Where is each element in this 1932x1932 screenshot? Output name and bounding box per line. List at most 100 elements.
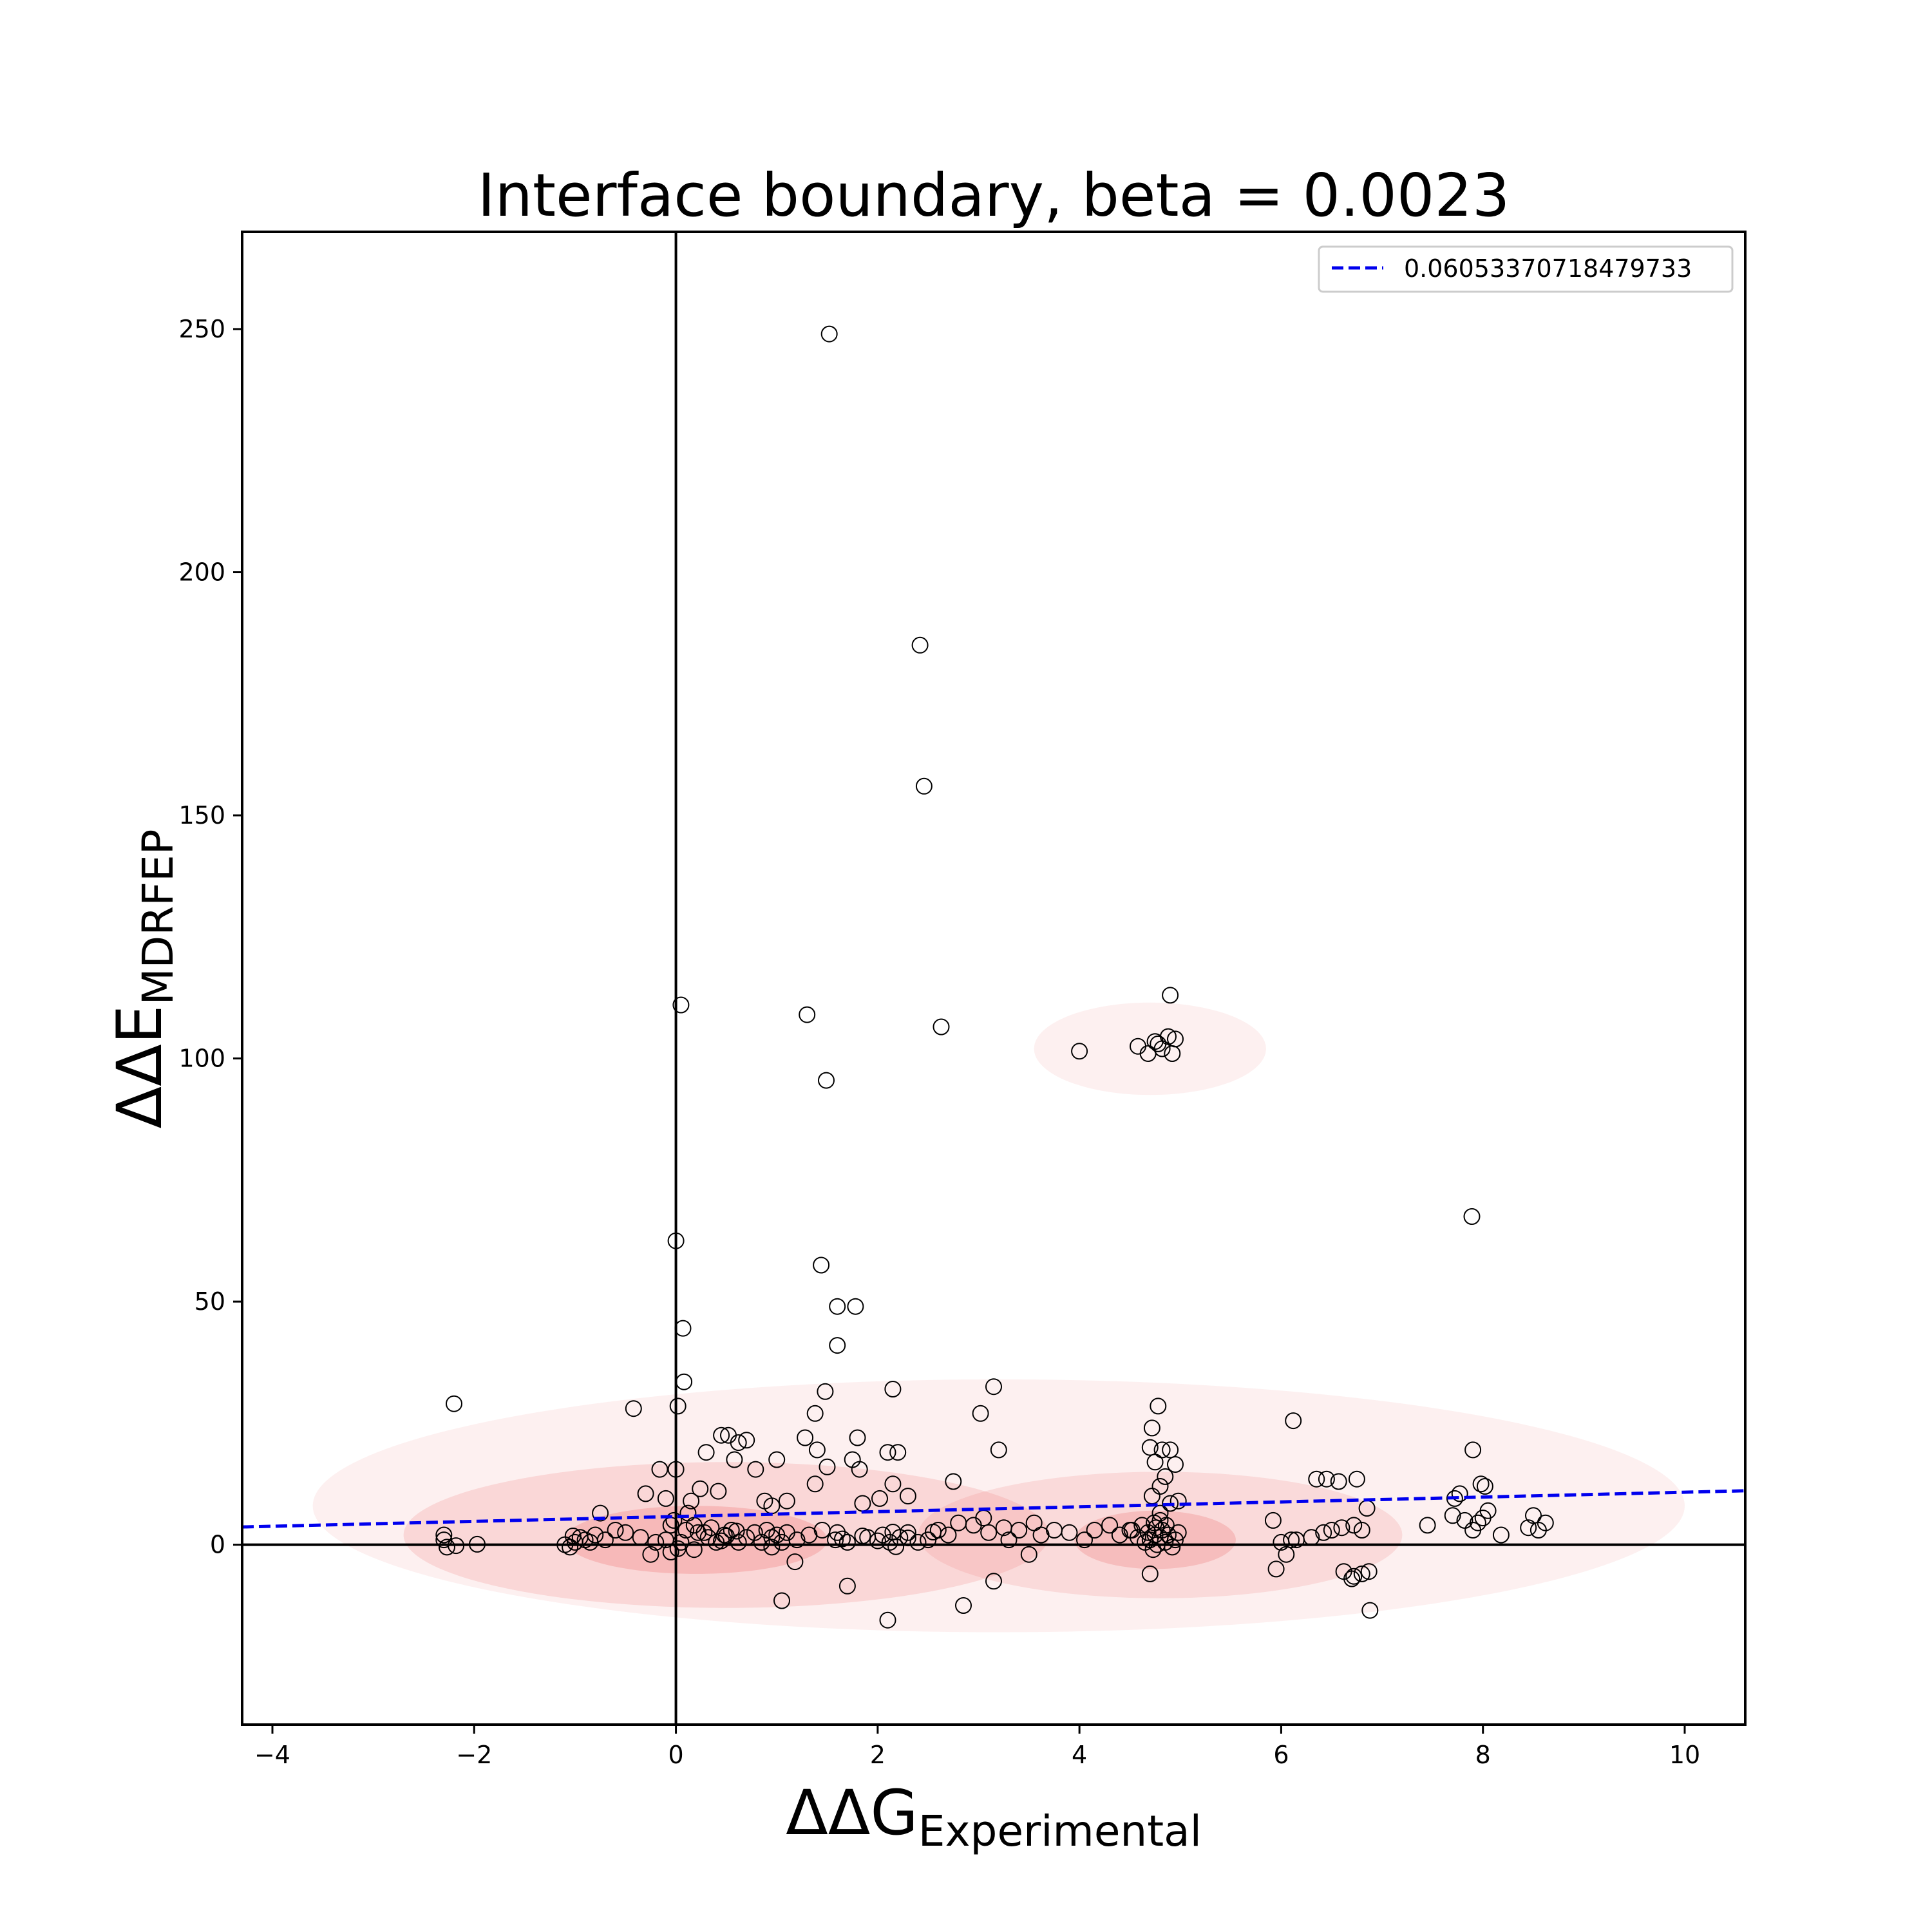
data-point (778, 1524, 795, 1541)
x-tick-label: 10 (1669, 1741, 1700, 1769)
data-point (945, 1473, 962, 1490)
data-point (829, 1298, 846, 1315)
data-point (713, 1426, 730, 1444)
data-point (696, 1524, 713, 1541)
data-point (730, 1434, 747, 1452)
data-point (819, 1458, 836, 1475)
y-tick-label: 200 (178, 558, 225, 587)
data-point (1162, 1441, 1179, 1459)
data-point (1071, 1043, 1088, 1060)
data-point (717, 1528, 735, 1544)
data-point (651, 1461, 668, 1478)
data-point (1162, 1495, 1179, 1512)
data-point (1076, 1531, 1093, 1549)
data-point (1141, 1565, 1159, 1582)
data-point (881, 1533, 898, 1551)
data-point (657, 1490, 674, 1507)
density-region-5 (1074, 1510, 1236, 1569)
data-point (829, 1524, 846, 1541)
x-tick-label: −4 (254, 1741, 290, 1769)
data-point (665, 1511, 683, 1529)
data-point (1308, 1470, 1325, 1488)
data-point (1148, 1519, 1165, 1537)
x-axis-symbol: ΔΔG (786, 1777, 918, 1849)
data-point (985, 1573, 1002, 1590)
y-axis-label: ΔΔEMDRFEP (104, 829, 183, 1128)
data-point (1353, 1522, 1370, 1539)
data-point (1472, 1475, 1490, 1493)
data-point (1474, 1510, 1492, 1527)
density-region-1 (1034, 1002, 1266, 1095)
data-point (786, 1553, 804, 1571)
data-point (813, 1256, 830, 1274)
data-point (980, 1524, 998, 1541)
data-point (1345, 1567, 1363, 1585)
x-axis-ticks: −4 −2 0 2 4 6 8 10 (254, 1725, 1700, 1769)
data-point (820, 325, 838, 343)
data-point (806, 1475, 824, 1493)
data-point (1361, 1602, 1379, 1619)
data-point (1330, 1473, 1347, 1490)
data-point (1283, 1531, 1300, 1549)
scatter-points (435, 325, 1554, 1629)
data-point (808, 1441, 826, 1459)
data-point (1353, 1565, 1370, 1582)
data-point (1476, 1478, 1493, 1495)
x-tick-label: 6 (1273, 1741, 1289, 1769)
data-point (1333, 1519, 1350, 1537)
y-axis-subscript: MDRFEP (133, 829, 183, 1005)
data-point (726, 1451, 743, 1468)
data-point (669, 1397, 687, 1415)
data-point (889, 1444, 907, 1461)
data-point (834, 1530, 851, 1548)
reference-lines (242, 232, 1745, 1725)
data-point (469, 1535, 486, 1553)
data-point (1492, 1526, 1510, 1544)
data-point (683, 1492, 700, 1510)
x-axis-subscript: Experimental (918, 1806, 1202, 1856)
data-point (1463, 1208, 1481, 1225)
data-point (915, 777, 933, 795)
data-point (1446, 1490, 1463, 1507)
data-point (1150, 1397, 1167, 1415)
data-point (1323, 1522, 1340, 1539)
data-point (713, 1532, 730, 1549)
data-point (899, 1488, 916, 1505)
legend: 0.06053370718479733 (1318, 245, 1734, 293)
data-point (884, 1381, 902, 1397)
data-point (972, 1405, 989, 1422)
data-point (827, 1531, 844, 1549)
data-point (1444, 1507, 1461, 1524)
data-point (990, 1441, 1007, 1459)
data-point (763, 1529, 781, 1546)
data-point (818, 1072, 835, 1089)
data-point (797, 1429, 814, 1446)
data-point (642, 1546, 659, 1563)
data-point (738, 1432, 755, 1449)
data-point (617, 1524, 634, 1541)
data-point (1146, 1454, 1164, 1471)
data-point (1167, 1531, 1184, 1549)
data-point (1525, 1507, 1542, 1524)
x-tick-label: 8 (1475, 1741, 1491, 1769)
legend-entry-label: 0.06053370718479733 (1404, 254, 1692, 283)
y-tick-label: 100 (178, 1045, 225, 1073)
data-point (1010, 1522, 1028, 1539)
data-point (1143, 1419, 1160, 1437)
data-point (676, 1373, 693, 1390)
x-axis-label: ΔΔGExperimental (786, 1777, 1202, 1856)
data-point (697, 1444, 715, 1461)
x-tick-label: 0 (668, 1741, 683, 1769)
data-point (773, 1533, 790, 1551)
data-point (1157, 1468, 1174, 1485)
chart-title: Interface boundary, beta = 0.0023 (478, 161, 1510, 230)
plot-frame (241, 231, 1747, 1726)
data-point (1167, 1456, 1184, 1473)
data-point (672, 996, 690, 1014)
data-point (679, 1504, 697, 1522)
y-tick-label: 250 (178, 315, 225, 343)
data-point (933, 1018, 950, 1036)
data-point (1061, 1524, 1078, 1541)
data-point (899, 1530, 916, 1547)
